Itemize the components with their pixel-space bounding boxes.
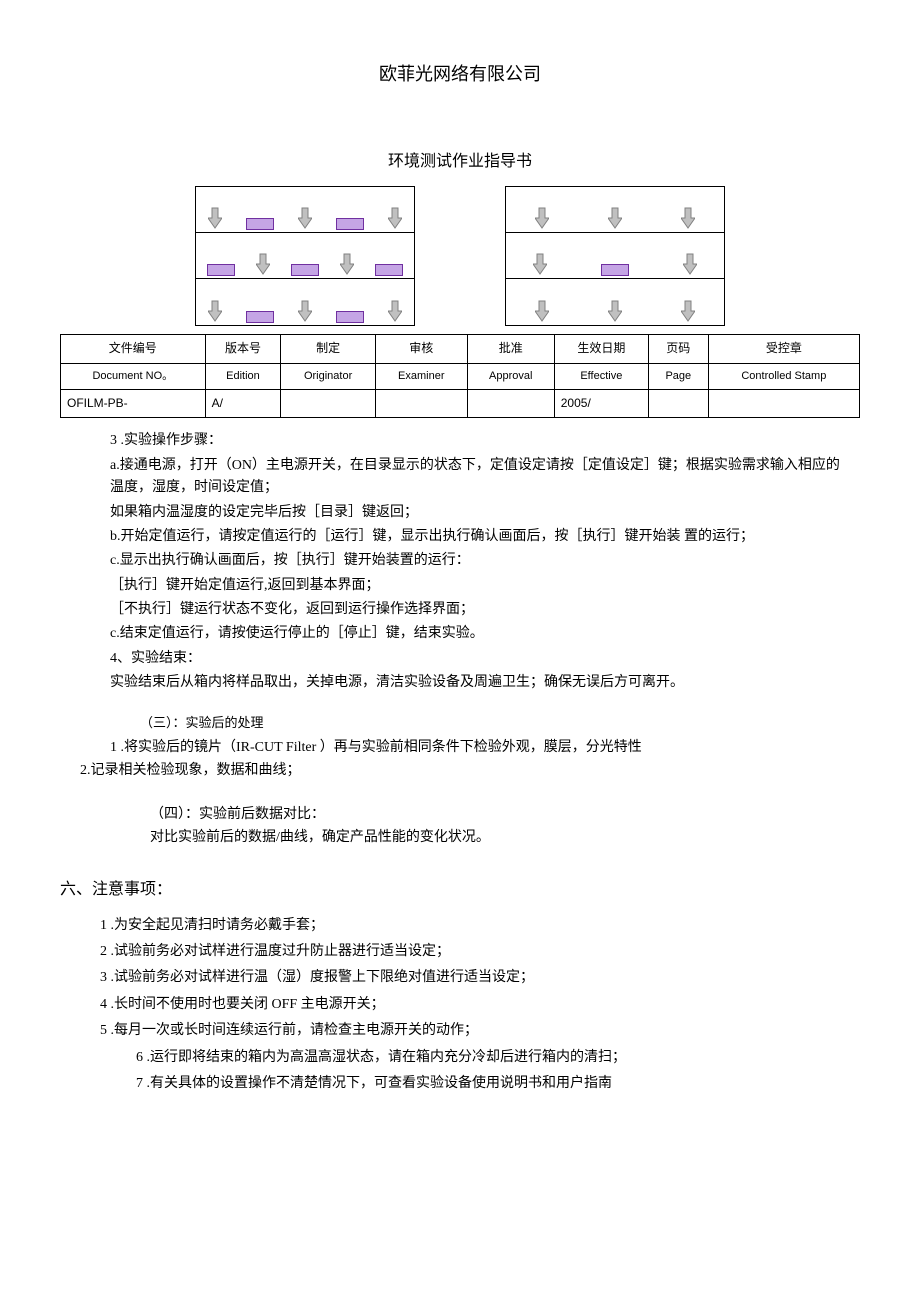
step-c-exec: ［执行］键开始定值运行,返回到基本界面； [110, 575, 840, 597]
down-arrow-icon [681, 206, 695, 230]
note-1: 1 .为安全起见清扫时请务必戴手套； [100, 915, 860, 937]
steps-block: 3 .实验操作步骤： a.接通电源，打开（ON）主电源开关，在目录显示的状态下，… [110, 430, 840, 694]
post-sub3-title: （三）：实验后的处理 [140, 713, 860, 734]
note-4: 4 .长时间不使用时也要关闭 OFF 主电源开关； [100, 994, 860, 1016]
meta-h-cn-4: 批准 [467, 335, 554, 363]
note-3: 3 .试验前务必对试样进行温（湿）度报警上下限绝对值进行适当设定； [100, 967, 860, 989]
step-c-noexec: ［不执行］键运行状态不变化，返回到运行操作选择界面； [110, 599, 840, 621]
post-sub4: （四）：实验前后数据对比： 对比实验前后的数据/曲线，确定产品性能的变化状况。 [150, 804, 860, 849]
meta-h-en-2: Originator [281, 363, 376, 390]
meta-v-5: 2005/ [554, 390, 648, 418]
meta-h-en-1: Edition [205, 363, 281, 390]
down-arrow-icon [298, 206, 312, 230]
post-p2: 2.记录相关检验现象，数据和曲线； [80, 760, 860, 782]
meta-v-0: OFILM-PB- [61, 390, 206, 418]
down-arrow-icon [298, 299, 312, 323]
note-7: 7 .有关具体的设置操作不清楚情况下，可查看实验设备使用说明书和用户指南 [136, 1073, 860, 1095]
doc-title: 环境测试作业指导书 [60, 149, 860, 175]
step-c: c.显示出执行确认画面后，按［执行］键开始装置的运行： [110, 550, 840, 572]
step-4-title: 4、实验结束： [110, 648, 840, 670]
meta-row-en: Document NO。 Edition Originator Examiner… [61, 363, 860, 390]
meta-v-2 [281, 390, 376, 418]
meta-v-6 [648, 390, 708, 418]
meta-h-cn-3: 审核 [375, 335, 467, 363]
meta-v-4 [467, 390, 554, 418]
down-arrow-icon [256, 252, 270, 276]
step-end: 实验结束后从箱内将样品取出，关掉电源，清洁实验设备及周遍卫生；确保无误后方可离开… [110, 672, 840, 694]
sample-block [246, 311, 274, 323]
step-b: b.开始定值运行，请按定值运行的［运行］键，显示出执行确认画面后，按［执行］键开… [110, 526, 840, 548]
diagram-right [505, 186, 725, 326]
step-3-title: 3 .实验操作步骤： [110, 430, 840, 452]
meta-h-en-6: Page [648, 363, 708, 390]
notes-block: 1 .为安全起见清扫时请务必戴手套； 2 .试验前务必对试样进行温度过升防止器进… [100, 915, 860, 1096]
diagram-shelf [196, 233, 414, 279]
diagram-shelf [196, 187, 414, 233]
down-arrow-icon [340, 252, 354, 276]
meta-h-en-0: Document NO。 [61, 363, 206, 390]
sample-block [207, 264, 235, 276]
down-arrow-icon [683, 252, 697, 276]
meta-v-1: A/ [205, 390, 281, 418]
down-arrow-icon [535, 206, 549, 230]
meta-v-7 [708, 390, 859, 418]
note-6: 6 .运行即将结束的箱内为高温高湿状态，请在箱内充分冷却后进行箱内的清扫； [136, 1047, 860, 1069]
diagram-shelf [506, 187, 724, 233]
meta-h-cn-7: 受控章 [708, 335, 859, 363]
meta-row-val: OFILM-PB- A/ 2005/ [61, 390, 860, 418]
step-a2: 如果箱内温湿度的设定完毕后按［目录］键返回； [110, 502, 840, 524]
diagram-left [195, 186, 415, 326]
step-c-end: c.结束定值运行，请按使运行停止的［停止］键，结束实验。 [110, 623, 840, 645]
step-a: a.接通电源，打开（ON）主电源开关，在目录显示的状态下，定值设定请按［定值设定… [110, 455, 840, 500]
down-arrow-icon [533, 252, 547, 276]
meta-h-en-4: Approval [467, 363, 554, 390]
post-block2: 2.记录相关检验现象，数据和曲线； [80, 760, 860, 782]
meta-table: 文件编号 版本号 制定 审核 批准 生效日期 页码 受控章 Document N… [60, 334, 860, 418]
post-p4: 对比实验前后的数据/曲线，确定产品性能的变化状况。 [150, 827, 860, 849]
down-arrow-icon [681, 299, 695, 323]
meta-h-en-5: Effective [554, 363, 648, 390]
down-arrow-icon [535, 299, 549, 323]
meta-h-cn-0: 文件编号 [61, 335, 206, 363]
meta-v-3 [375, 390, 467, 418]
meta-h-cn-5: 生效日期 [554, 335, 648, 363]
diagram-row [60, 186, 860, 326]
notes-title: 六、注意事项： [60, 877, 860, 903]
sample-block [601, 264, 629, 276]
sample-block [291, 264, 319, 276]
post-sub4-title: （四）：实验前后数据对比： [150, 804, 860, 826]
company-title: 欧菲光网络有限公司 [60, 60, 860, 89]
meta-row-cn: 文件编号 版本号 制定 审核 批准 生效日期 页码 受控章 [61, 335, 860, 363]
down-arrow-icon [388, 206, 402, 230]
note-5: 5 .每月一次或长时间连续运行前，请检查主电源开关的动作； [100, 1020, 860, 1042]
sample-block [336, 311, 364, 323]
diagram-shelf [506, 233, 724, 279]
down-arrow-icon [208, 206, 222, 230]
sample-block [336, 218, 364, 230]
diagram-shelf [506, 279, 724, 325]
sample-block [375, 264, 403, 276]
diagram-shelf [196, 279, 414, 325]
sample-block [246, 218, 274, 230]
down-arrow-icon [608, 299, 622, 323]
down-arrow-icon [388, 299, 402, 323]
post-p1: 1 .将实验后的镜片（IR-CUT Filter ）再与实验前相同条件下检验外观… [110, 737, 860, 759]
down-arrow-icon [208, 299, 222, 323]
note-2: 2 .试验前务必对试样进行温度过升防止器进行适当设定； [100, 941, 860, 963]
post-block: 1 .将实验后的镜片（IR-CUT Filter ）再与实验前相同条件下检验外观… [110, 737, 860, 759]
meta-h-en-3: Examiner [375, 363, 467, 390]
down-arrow-icon [608, 206, 622, 230]
meta-h-cn-6: 页码 [648, 335, 708, 363]
meta-h-en-7: Controlled Stamp [708, 363, 859, 390]
meta-h-cn-2: 制定 [281, 335, 376, 363]
meta-h-cn-1: 版本号 [205, 335, 281, 363]
